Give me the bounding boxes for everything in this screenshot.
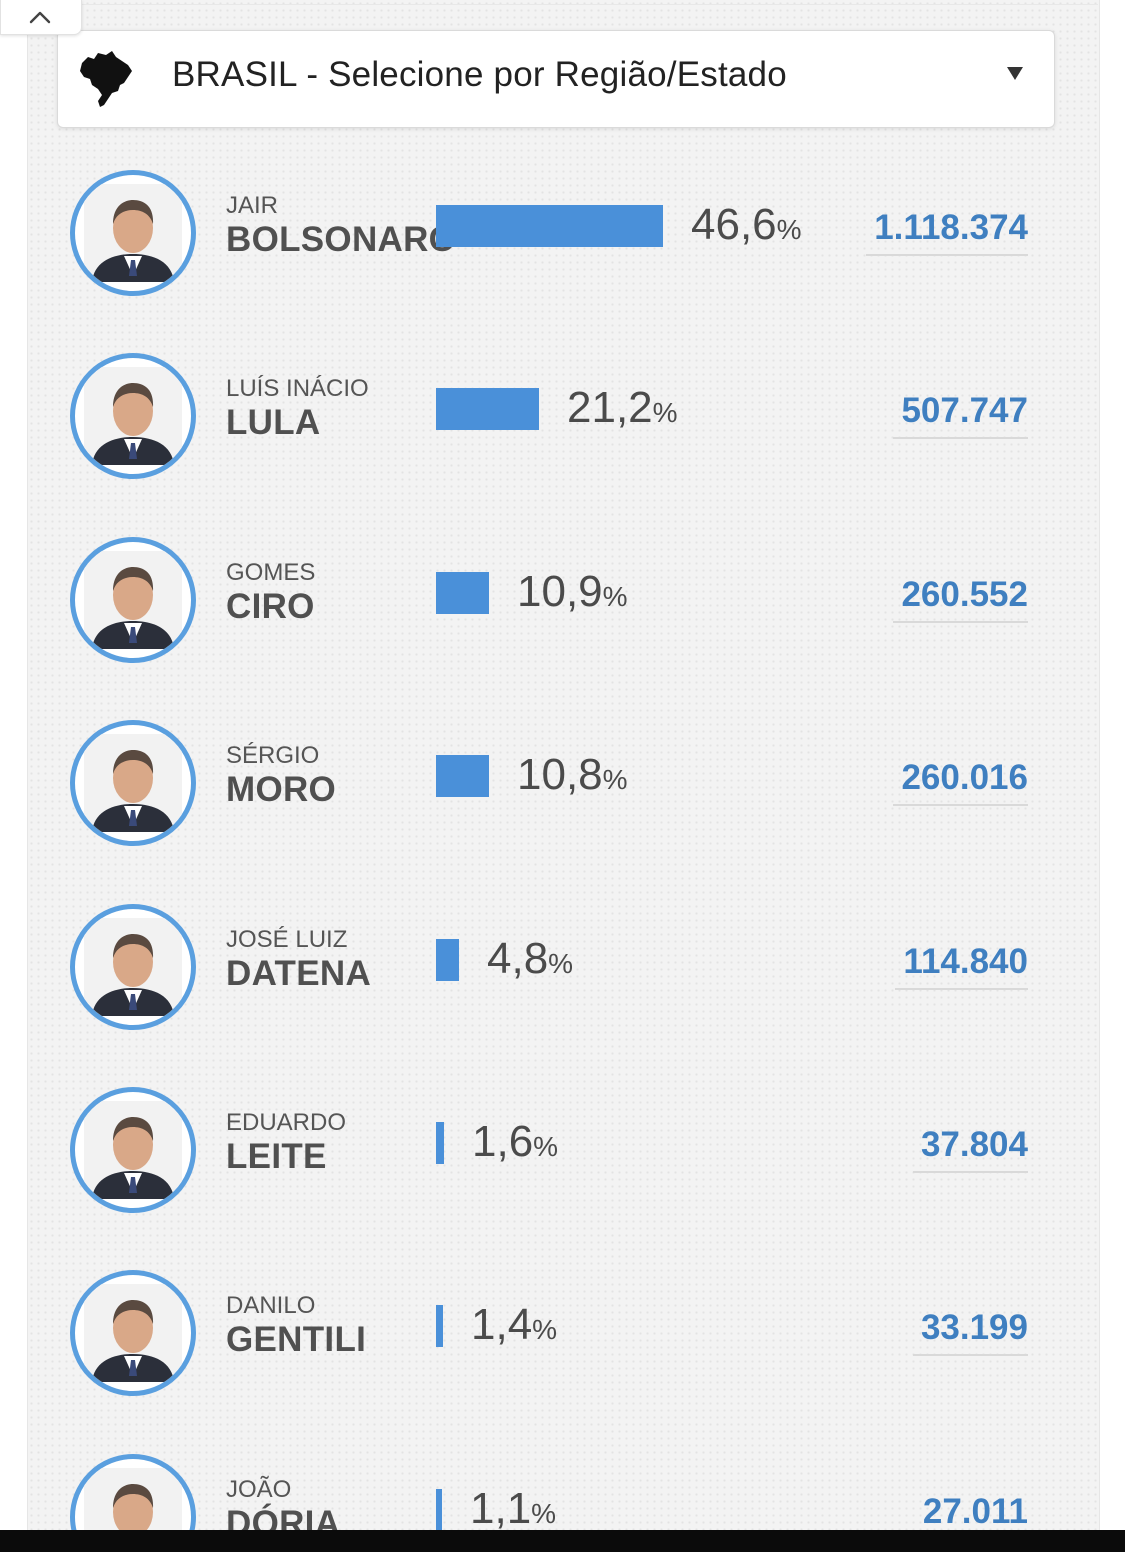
- candidate-first-name: GOMES: [226, 559, 316, 586]
- candidate-avatar: [70, 720, 196, 846]
- percentage-value: 21,2: [567, 383, 653, 432]
- vote-percentage: 21,2%: [567, 383, 678, 433]
- candidate-photo-icon: [84, 551, 182, 649]
- candidate-avatar: [70, 353, 196, 479]
- percentage-value: 1,4: [471, 1300, 533, 1349]
- candidate-avatar: [70, 1270, 196, 1396]
- candidate-photo-icon: [84, 1101, 182, 1199]
- candidate-first-name: JOÃO: [226, 1476, 292, 1503]
- percentage-value: 10,9: [517, 567, 603, 616]
- candidate-last-name: LEITE: [226, 1137, 327, 1176]
- candidate-row: EDUARDO LEITE 1,6% 37.804: [0, 1087, 1125, 1227]
- vote-share-bar: [436, 1122, 444, 1164]
- screen-bottom-bar: [0, 1530, 1125, 1552]
- percentage-symbol: %: [532, 1314, 558, 1345]
- vote-count: 507.747: [893, 391, 1028, 439]
- chevron-up-icon: [29, 11, 51, 24]
- candidate-first-name: DANILO: [226, 1292, 316, 1319]
- percentage-symbol: %: [531, 1498, 557, 1529]
- brazil-map-icon: [80, 51, 132, 107]
- candidate-photo-icon: [84, 367, 182, 465]
- candidate-photo-icon: [84, 734, 182, 832]
- vote-share-bar: [436, 939, 459, 981]
- candidate-avatar: [70, 537, 196, 663]
- collapse-button[interactable]: [0, 0, 82, 35]
- vote-count: 1.118.374: [866, 208, 1028, 256]
- vote-percentage: 1,6%: [472, 1117, 558, 1167]
- candidate-photo-icon: [84, 918, 182, 1016]
- top-divider: [80, 4, 1098, 5]
- candidate-row: LUÍS INÁCIO LULA 21,2% 507.747: [0, 353, 1125, 493]
- percentage-value: 1,6: [472, 1117, 534, 1166]
- vote-count: 37.804: [912, 1125, 1028, 1173]
- candidate-last-name: GENTILI: [226, 1320, 367, 1359]
- candidate-last-name: BOLSONARO: [226, 220, 457, 259]
- percentage-symbol: %: [602, 581, 628, 612]
- vote-percentage: 46,6%: [691, 200, 802, 250]
- candidate-row: JOSÉ LUIZ DATENA 4,8% 114.840: [0, 904, 1125, 1044]
- percentage-symbol: %: [652, 397, 678, 428]
- candidate-photo-icon: [84, 1284, 182, 1382]
- candidate-first-name: SÉRGIO: [226, 742, 320, 769]
- percentage-value: 4,8: [487, 934, 549, 983]
- candidate-avatar: [70, 170, 196, 296]
- results-panel: [27, 0, 1100, 1552]
- vote-count: 33.199: [912, 1308, 1028, 1356]
- caret-down-icon: [1007, 67, 1023, 80]
- candidate-first-name: JAIR: [226, 192, 279, 219]
- candidate-last-name: LULA: [226, 403, 321, 442]
- vote-share-bar: [436, 755, 489, 797]
- vote-percentage: 10,8%: [517, 750, 628, 800]
- candidate-photo-icon: [84, 184, 182, 282]
- vote-count: 260.016: [893, 758, 1028, 806]
- candidate-row: GOMES CIRO 10,9% 260.552: [0, 537, 1125, 677]
- percentage-symbol: %: [548, 948, 574, 979]
- vote-share-bar: [436, 205, 663, 247]
- vote-share-bar: [436, 1489, 442, 1531]
- vote-percentage: 10,9%: [517, 567, 628, 617]
- vote-share-bar: [436, 572, 489, 614]
- candidate-last-name: DATENA: [226, 954, 372, 993]
- vote-percentage: 1,4%: [471, 1300, 557, 1350]
- candidate-avatar: [70, 1087, 196, 1213]
- vote-share-bar: [436, 1305, 443, 1347]
- percentage-symbol: %: [776, 214, 802, 245]
- vote-percentage: 1,1%: [470, 1484, 556, 1534]
- percentage-symbol: %: [602, 764, 628, 795]
- percentage-value: 46,6: [691, 200, 777, 249]
- candidate-first-name: EDUARDO: [226, 1109, 347, 1136]
- percentage-value: 10,8: [517, 750, 603, 799]
- candidate-row: JAIR BOLSONARO 46,6% 1.118.374: [0, 170, 1125, 310]
- selector-label: BRASIL - Selecione por Região/Estado: [172, 55, 787, 94]
- candidate-avatar: [70, 904, 196, 1030]
- candidate-first-name: JOSÉ LUIZ: [226, 926, 348, 953]
- candidate-last-name: CIRO: [226, 587, 315, 626]
- region-state-selector[interactable]: BRASIL - Selecione por Região/Estado: [57, 30, 1055, 128]
- candidate-row: SÉRGIO MORO 10,8% 260.016: [0, 720, 1125, 860]
- vote-share-bar: [436, 388, 539, 430]
- vote-count: 114.840: [895, 942, 1028, 990]
- candidate-row: DANILO GENTILI 1,4% 33.199: [0, 1270, 1125, 1410]
- candidate-first-name: LUÍS INÁCIO: [226, 375, 369, 402]
- candidate-last-name: MORO: [226, 770, 337, 809]
- vote-count: 260.552: [893, 575, 1028, 623]
- vote-percentage: 4,8%: [487, 934, 573, 984]
- percentage-value: 1,1: [470, 1484, 532, 1533]
- percentage-symbol: %: [533, 1131, 559, 1162]
